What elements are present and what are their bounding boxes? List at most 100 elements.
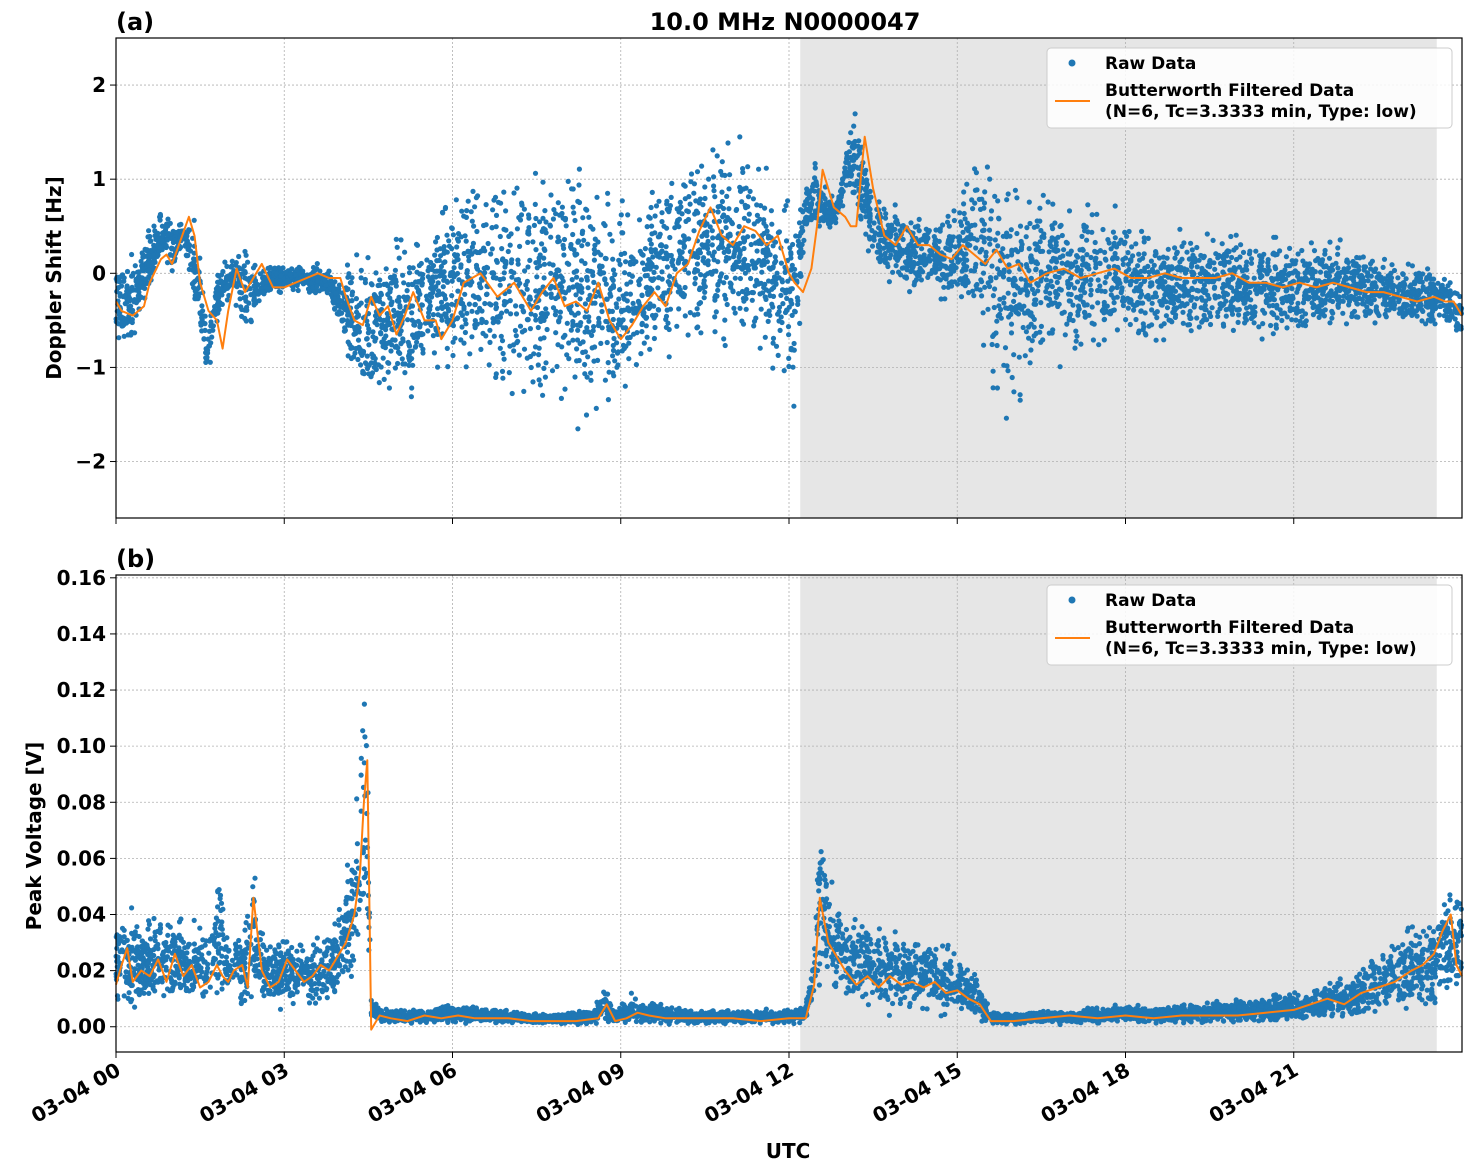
raw-data-point — [323, 282, 329, 288]
raw-data-point — [899, 265, 905, 271]
raw-data-point — [1424, 276, 1430, 282]
raw-data-point — [949, 279, 955, 285]
raw-data-point — [610, 267, 617, 273]
raw-data-point — [245, 259, 251, 265]
raw-data-point — [1326, 265, 1333, 272]
raw-data-point — [981, 342, 987, 348]
raw-data-point — [438, 304, 445, 310]
raw-data-point — [208, 319, 214, 325]
raw-data-point — [747, 188, 753, 194]
raw-data-point — [1045, 199, 1051, 205]
raw-data-point — [582, 349, 589, 355]
raw-data-point — [918, 277, 925, 283]
raw-data-point — [585, 285, 591, 291]
raw-data-point — [602, 255, 608, 261]
raw-data-point — [602, 276, 608, 282]
raw-data-point — [383, 333, 389, 339]
raw-data-point — [695, 324, 701, 330]
raw-data-point — [345, 286, 351, 292]
raw-data-point — [1007, 233, 1013, 239]
raw-data-point — [791, 340, 797, 347]
raw-data-point — [1190, 269, 1196, 276]
raw-data-point — [1233, 232, 1239, 238]
raw-data-point — [1413, 271, 1419, 277]
raw-data-point — [1265, 260, 1271, 266]
raw-data-point — [1373, 266, 1379, 272]
raw-data-point — [135, 293, 141, 299]
raw-data-point — [1218, 301, 1224, 307]
raw-data-point — [648, 204, 654, 211]
raw-data-point — [1138, 308, 1144, 314]
raw-data-point — [769, 279, 775, 285]
raw-data-point — [314, 261, 320, 267]
raw-data-point — [558, 395, 565, 401]
raw-data-point — [605, 360, 611, 366]
raw-data-point — [531, 351, 537, 357]
raw-data-point — [833, 216, 839, 222]
raw-data-point — [615, 321, 622, 327]
raw-data-point — [754, 248, 760, 254]
raw-data-point — [237, 296, 243, 302]
raw-data-point — [368, 281, 374, 287]
raw-data-point — [501, 302, 507, 308]
raw-data-point — [982, 189, 988, 195]
raw-data-point — [676, 306, 682, 312]
raw-data-point — [1085, 202, 1091, 208]
raw-data-point — [966, 290, 972, 296]
raw-data-point — [988, 208, 995, 214]
raw-data-point — [378, 331, 384, 337]
raw-data-point — [702, 273, 708, 279]
raw-data-point — [435, 364, 441, 370]
raw-data-point — [951, 268, 957, 274]
raw-data-point — [521, 388, 527, 394]
raw-data-point — [886, 226, 892, 232]
raw-data-point — [1141, 239, 1147, 245]
raw-data-point — [405, 317, 411, 323]
raw-data-point — [295, 287, 301, 294]
raw-data-point — [981, 205, 987, 211]
raw-data-point — [1182, 270, 1189, 276]
raw-data-point — [1220, 256, 1227, 262]
raw-data-point — [1329, 315, 1335, 321]
raw-data-point — [1135, 263, 1141, 269]
raw-data-point — [1303, 318, 1309, 324]
raw-data-point — [427, 291, 433, 297]
raw-data-point — [716, 245, 722, 251]
raw-data-point — [1023, 234, 1029, 240]
raw-data-point — [712, 194, 718, 200]
raw-data-point — [441, 260, 447, 266]
raw-data-point — [540, 215, 546, 221]
raw-data-point — [1073, 338, 1079, 344]
raw-data-point — [481, 265, 487, 271]
raw-data-point — [1259, 336, 1265, 342]
raw-data-point — [916, 228, 922, 234]
raw-data-point — [612, 358, 618, 364]
raw-data-point — [551, 207, 557, 213]
raw-data-point — [432, 252, 438, 258]
raw-data-point — [1017, 397, 1023, 403]
raw-data-point — [1375, 310, 1381, 316]
raw-data-point — [1223, 313, 1229, 319]
raw-data-point — [610, 342, 616, 349]
raw-data-point — [454, 252, 460, 258]
raw-data-point — [623, 291, 629, 297]
raw-data-point — [540, 179, 546, 185]
raw-data-point — [610, 353, 616, 359]
raw-data-point — [392, 267, 398, 273]
raw-data-point — [501, 189, 507, 195]
raw-data-point — [639, 292, 645, 298]
raw-data-point — [701, 244, 707, 250]
raw-data-point — [669, 180, 675, 186]
raw-data-point — [785, 278, 791, 284]
raw-data-point — [1240, 249, 1247, 255]
raw-data-point — [459, 208, 465, 214]
raw-data-point — [1017, 223, 1024, 229]
raw-data-point — [493, 224, 499, 230]
raw-data-point — [562, 332, 568, 338]
raw-data-point — [376, 380, 382, 386]
raw-data-point — [970, 206, 976, 212]
raw-data-point — [541, 365, 547, 371]
raw-data-point — [1242, 311, 1249, 318]
raw-data-point — [566, 261, 572, 267]
raw-data-point — [392, 365, 398, 371]
